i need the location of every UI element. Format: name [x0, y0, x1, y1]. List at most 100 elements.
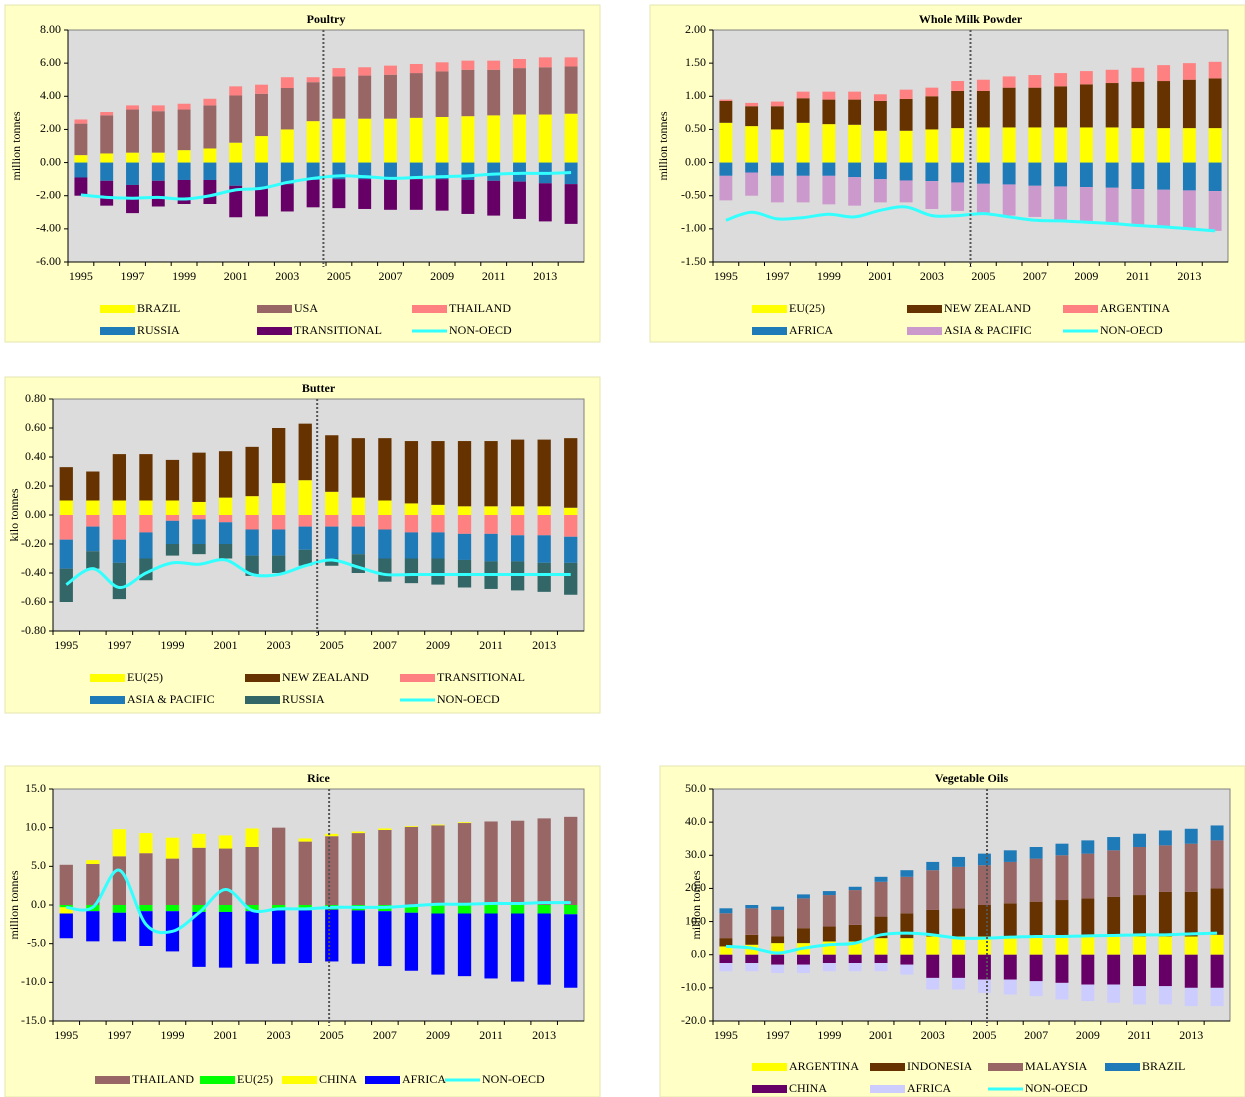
bar-segment: [59, 864, 73, 905]
bar-segment: [435, 162, 449, 180]
bar-segment: [378, 911, 392, 967]
bar-segment: [873, 162, 887, 180]
x-tick-label: 2003: [275, 269, 299, 283]
bar-segment: [461, 179, 475, 214]
bar-segment: [165, 459, 180, 501]
bar-segment: [431, 441, 445, 505]
bar-segment: [165, 858, 180, 905]
bar-segment: [952, 856, 966, 867]
bar-segment: [510, 535, 525, 562]
bar-segment: [384, 118, 397, 163]
bar-segment: [461, 116, 475, 163]
bar-segment: [192, 501, 206, 515]
bar-segment: [564, 515, 578, 537]
bar-segment: [1133, 936, 1146, 955]
legend-swatch: [752, 305, 787, 313]
bar-segment: [358, 75, 372, 119]
bar-segment: [245, 529, 259, 556]
bar-segment: [332, 118, 346, 163]
y-tick-label: 0.00: [25, 507, 46, 521]
bar-segment: [951, 90, 965, 129]
bar-segment: [1029, 981, 1043, 997]
legend-swatch: [752, 1063, 787, 1071]
legend-label: CHINA: [319, 1072, 357, 1086]
bar-segment: [404, 558, 419, 584]
bar-segment: [1003, 861, 1017, 904]
bar-segment: [873, 100, 887, 131]
bar-segment: [1028, 87, 1042, 128]
bar-segment: [1002, 162, 1016, 185]
y-axis-label: kilo tonnes: [7, 488, 21, 541]
bar-segment: [378, 829, 392, 905]
y-tick-label: 0.80: [25, 391, 46, 405]
bar-segment: [1210, 987, 1224, 1007]
bar-segment: [900, 876, 914, 914]
bar-segment: [1079, 162, 1093, 188]
bar-segment: [796, 122, 810, 163]
bar-segment: [538, 67, 552, 115]
bar-segment: [900, 964, 914, 975]
bar-segment: [218, 835, 233, 849]
bar-segment: [74, 123, 88, 156]
legend-swatch: [245, 674, 280, 682]
bar-segment: [203, 98, 217, 106]
bar-segment: [151, 111, 165, 153]
bar-segment: [151, 152, 165, 163]
bar-segment: [537, 506, 551, 515]
x-tick-label: 1995: [69, 269, 93, 283]
bar-segment: [280, 88, 294, 130]
bar-segment: [112, 562, 127, 600]
plot-area: [712, 788, 1231, 1022]
bar-segment: [952, 977, 966, 990]
legend-swatch: [752, 1085, 787, 1093]
y-tick-label: 2.00: [685, 22, 706, 36]
bar-segment: [1079, 127, 1093, 163]
bar-segment: [925, 129, 939, 163]
y-tick-label: 10.0: [685, 913, 706, 927]
bar-segment: [298, 549, 312, 566]
bar-segment: [771, 909, 785, 937]
bar-segment: [1002, 76, 1016, 88]
bar-segment: [484, 821, 498, 905]
y-tick-label: 4.00: [40, 88, 61, 102]
y-tick-label: -0.40: [21, 565, 46, 579]
bar-segment: [409, 117, 423, 163]
bar-segment: [797, 928, 810, 944]
y-tick-label: 1.50: [685, 55, 706, 69]
bar-segment: [1208, 128, 1222, 163]
y-axis-label: million tonnes: [656, 111, 670, 180]
bar-segment: [112, 454, 127, 501]
bar-segment: [1081, 840, 1095, 854]
bar-segment: [899, 89, 913, 99]
bar-segment: [306, 121, 320, 163]
bar-segment: [272, 428, 286, 484]
bar-segment: [484, 913, 498, 979]
bar-segment: [192, 833, 206, 848]
bar-segment: [1107, 936, 1121, 955]
bar-segment: [431, 515, 445, 533]
legend-label: NON-OECD: [1100, 323, 1163, 337]
bar-segment: [487, 115, 501, 163]
bar-segment: [538, 114, 552, 163]
bar-segment: [1210, 825, 1224, 841]
bar-segment: [325, 491, 339, 515]
bar-segment: [1208, 78, 1222, 129]
bar-segment: [1003, 936, 1017, 955]
bar-segment: [513, 114, 526, 163]
bar-segment: [487, 162, 501, 181]
bar-segment: [1055, 982, 1069, 1000]
legend-label: TRANSITIONAL: [294, 323, 382, 337]
bar-segment: [1081, 984, 1095, 1002]
bar-segment: [1131, 162, 1145, 190]
bar-segment: [874, 954, 888, 963]
bar-segment: [1182, 162, 1196, 191]
bar-segment: [745, 106, 759, 127]
x-tick-label: 2011: [1128, 1028, 1152, 1042]
x-tick-label: 2011: [482, 269, 506, 283]
bar-segment: [1079, 187, 1093, 221]
legend-swatch: [870, 1085, 905, 1093]
bar-segment: [218, 515, 233, 523]
bar-segment: [378, 828, 392, 830]
bar-segment: [564, 816, 578, 905]
bar-segment: [874, 938, 888, 955]
